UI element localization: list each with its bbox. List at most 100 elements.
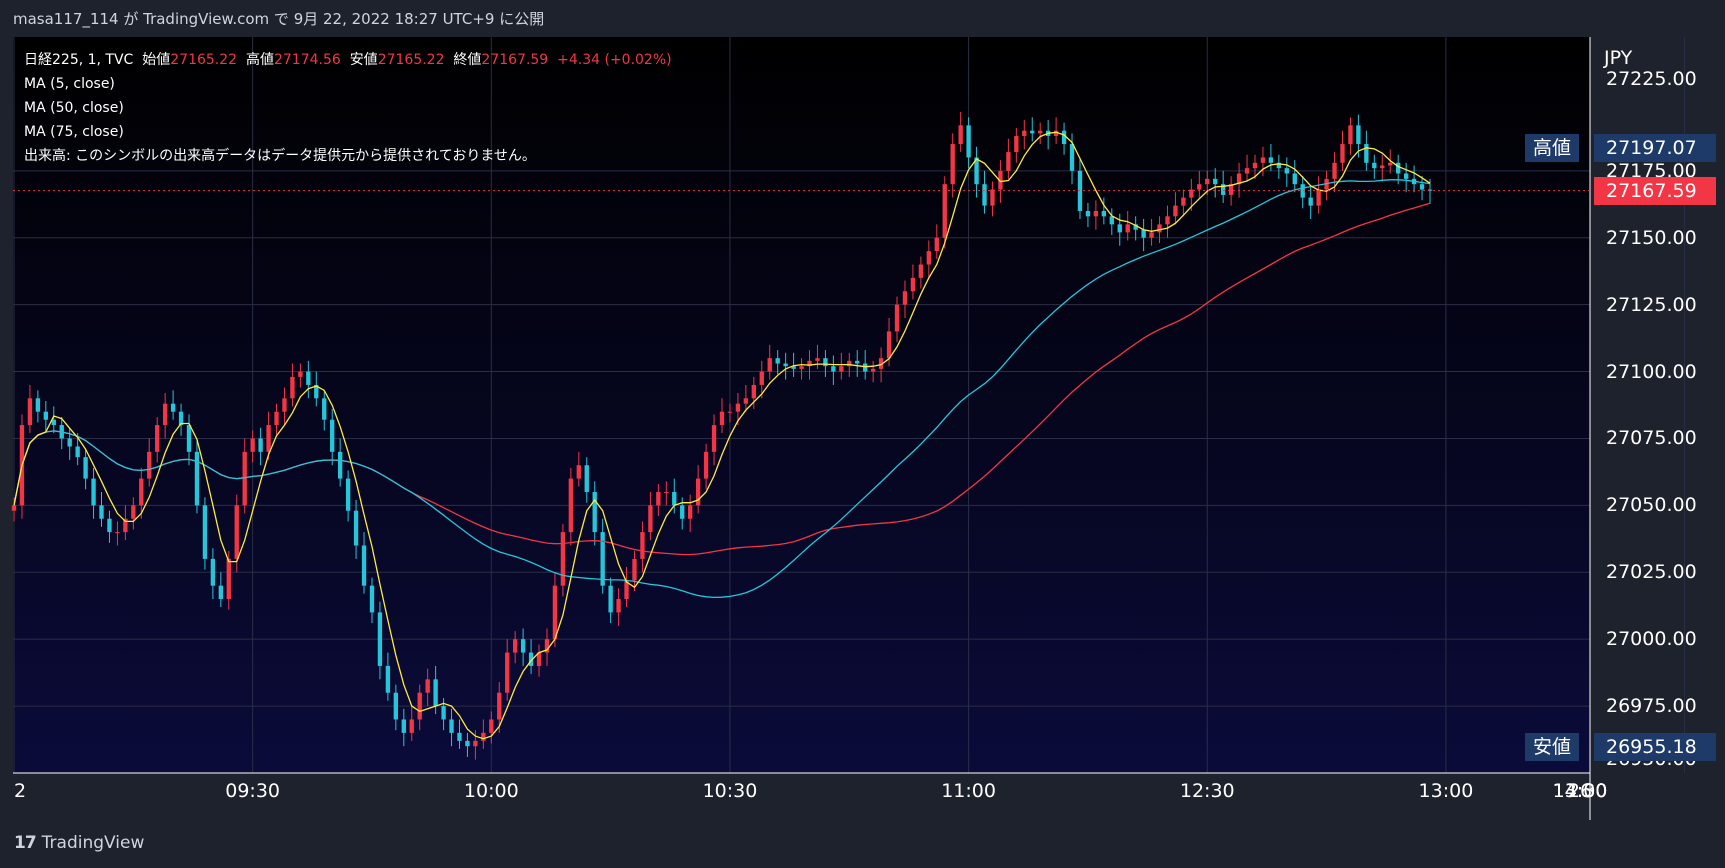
- candle-body: [1197, 184, 1202, 190]
- candle-body: [934, 237, 939, 252]
- candle-body: [536, 652, 542, 666]
- candle-body: [624, 580, 629, 600]
- candle-body: [520, 639, 526, 653]
- candle-body: [600, 532, 605, 586]
- candle-body: [425, 679, 430, 693]
- candle-body: [75, 446, 80, 458]
- candle-body: [497, 692, 502, 720]
- candle-body: [664, 491, 669, 493]
- x-tick-label: 13:30: [1552, 780, 1608, 802]
- candle-body: [1356, 125, 1361, 145]
- candle-body: [1173, 205, 1178, 217]
- candle-body: [735, 403, 741, 412]
- candle-body: [11, 505, 17, 511]
- x-tick-label: 14:00: [1552, 780, 1608, 802]
- low-tag-value: 26955.18: [1594, 733, 1716, 761]
- candle-body: [322, 398, 327, 420]
- legend-high-value: 27174.56: [273, 52, 341, 68]
- candle-body: [656, 491, 661, 506]
- candle-body: [1396, 162, 1401, 174]
- candle-body: [863, 363, 868, 372]
- candle-body: [441, 706, 446, 720]
- candle-body: [974, 157, 979, 185]
- candle-body: [870, 368, 876, 372]
- candle-body: [1276, 162, 1282, 169]
- legend-ma75[interactable]: MA (75, close): [24, 124, 124, 140]
- candle-body: [1117, 224, 1122, 233]
- candle-body: [457, 732, 462, 741]
- legend-ma50[interactable]: MA (50, close): [24, 100, 124, 116]
- candle-body: [998, 170, 1003, 190]
- y-tick-label: 27050.00: [1606, 494, 1697, 517]
- candle-body: [512, 639, 518, 653]
- candle-body: [377, 612, 383, 666]
- ma5-line: [13, 131, 1431, 740]
- footer-brand[interactable]: 17 TradingView: [14, 833, 144, 853]
- candle-body: [1228, 184, 1234, 195]
- y-tick-partial-top: 27225.00: [1606, 68, 1697, 90]
- y-tick-label: 27125.00: [1606, 293, 1697, 316]
- x-tick-label: 13:00: [1418, 780, 1474, 802]
- candle-body: [1427, 189, 1433, 191]
- candle-body: [505, 652, 510, 693]
- candle-body: [433, 679, 438, 707]
- x-tick-label: 26: [1567, 780, 1593, 802]
- candle-body: [202, 505, 208, 559]
- candle-body: [1332, 162, 1337, 179]
- candle-body: [855, 360, 860, 364]
- y-tick-label: 27100.00: [1606, 360, 1697, 383]
- x-tick-label: 11:00: [941, 780, 996, 802]
- candle-body: [155, 425, 160, 452]
- legend-close-value: 27167.59: [481, 52, 549, 68]
- publish-info: masa117_114 が TradingView.com で 9月 22, 2…: [13, 10, 545, 28]
- candle-body: [831, 366, 836, 372]
- y-tick-label: 27150.00: [1606, 226, 1697, 249]
- candle-body: [1109, 216, 1114, 225]
- candle-body: [147, 451, 152, 479]
- candle-body: [695, 478, 701, 506]
- candle-body: [640, 532, 645, 559]
- candle-body: [751, 384, 756, 399]
- candle-body: [1340, 144, 1345, 163]
- x-tick-label: 09:30: [225, 780, 281, 802]
- current-price-tag: 27167.59: [1594, 176, 1716, 205]
- candle-body: [178, 411, 184, 426]
- x-tick-label: 14:30: [1552, 780, 1608, 802]
- candle-body: [902, 291, 908, 305]
- candle-body: [218, 585, 224, 600]
- candle-body: [1316, 189, 1321, 206]
- candle-body: [807, 360, 812, 367]
- legend-ma5[interactable]: MA (5, close): [24, 76, 115, 92]
- candle-body: [1069, 144, 1075, 171]
- candle-body: [290, 376, 295, 399]
- candle-body: [1364, 144, 1369, 163]
- candle-body: [35, 398, 41, 412]
- candle-body: [330, 419, 335, 452]
- candle-body: [727, 411, 733, 413]
- candle-body: [688, 505, 693, 519]
- currency-label[interactable]: JPY: [1604, 47, 1633, 69]
- candle-body: [123, 518, 128, 533]
- legend-volume-note: 出来高: このシンボルの出来高データはデータ提供元から提供されておりません。: [24, 148, 536, 164]
- candle-body: [1268, 157, 1274, 163]
- candle-body: [489, 719, 494, 733]
- candle-body: [1141, 229, 1146, 238]
- x-tick-label: 10:30: [702, 780, 758, 802]
- legend-symbol: 日経225, 1, TVC: [24, 52, 134, 68]
- candle-body: [345, 478, 351, 511]
- candle-body: [210, 558, 216, 586]
- candle-body: [369, 585, 375, 613]
- candle-body: [1125, 224, 1130, 233]
- candle-body: [1165, 216, 1170, 225]
- tradingview-logo-icon: 17: [14, 833, 37, 853]
- candle-body: [1244, 168, 1250, 174]
- candle-body: [719, 411, 725, 426]
- legend-change: +4.34 (+0.02%): [557, 52, 672, 68]
- candle-body: [131, 505, 136, 519]
- y-tick-label: 27075.00: [1606, 427, 1697, 450]
- candle-body: [783, 363, 788, 367]
- candle-body: [1014, 136, 1019, 153]
- candle-body: [481, 732, 486, 741]
- candle-body: [298, 371, 303, 377]
